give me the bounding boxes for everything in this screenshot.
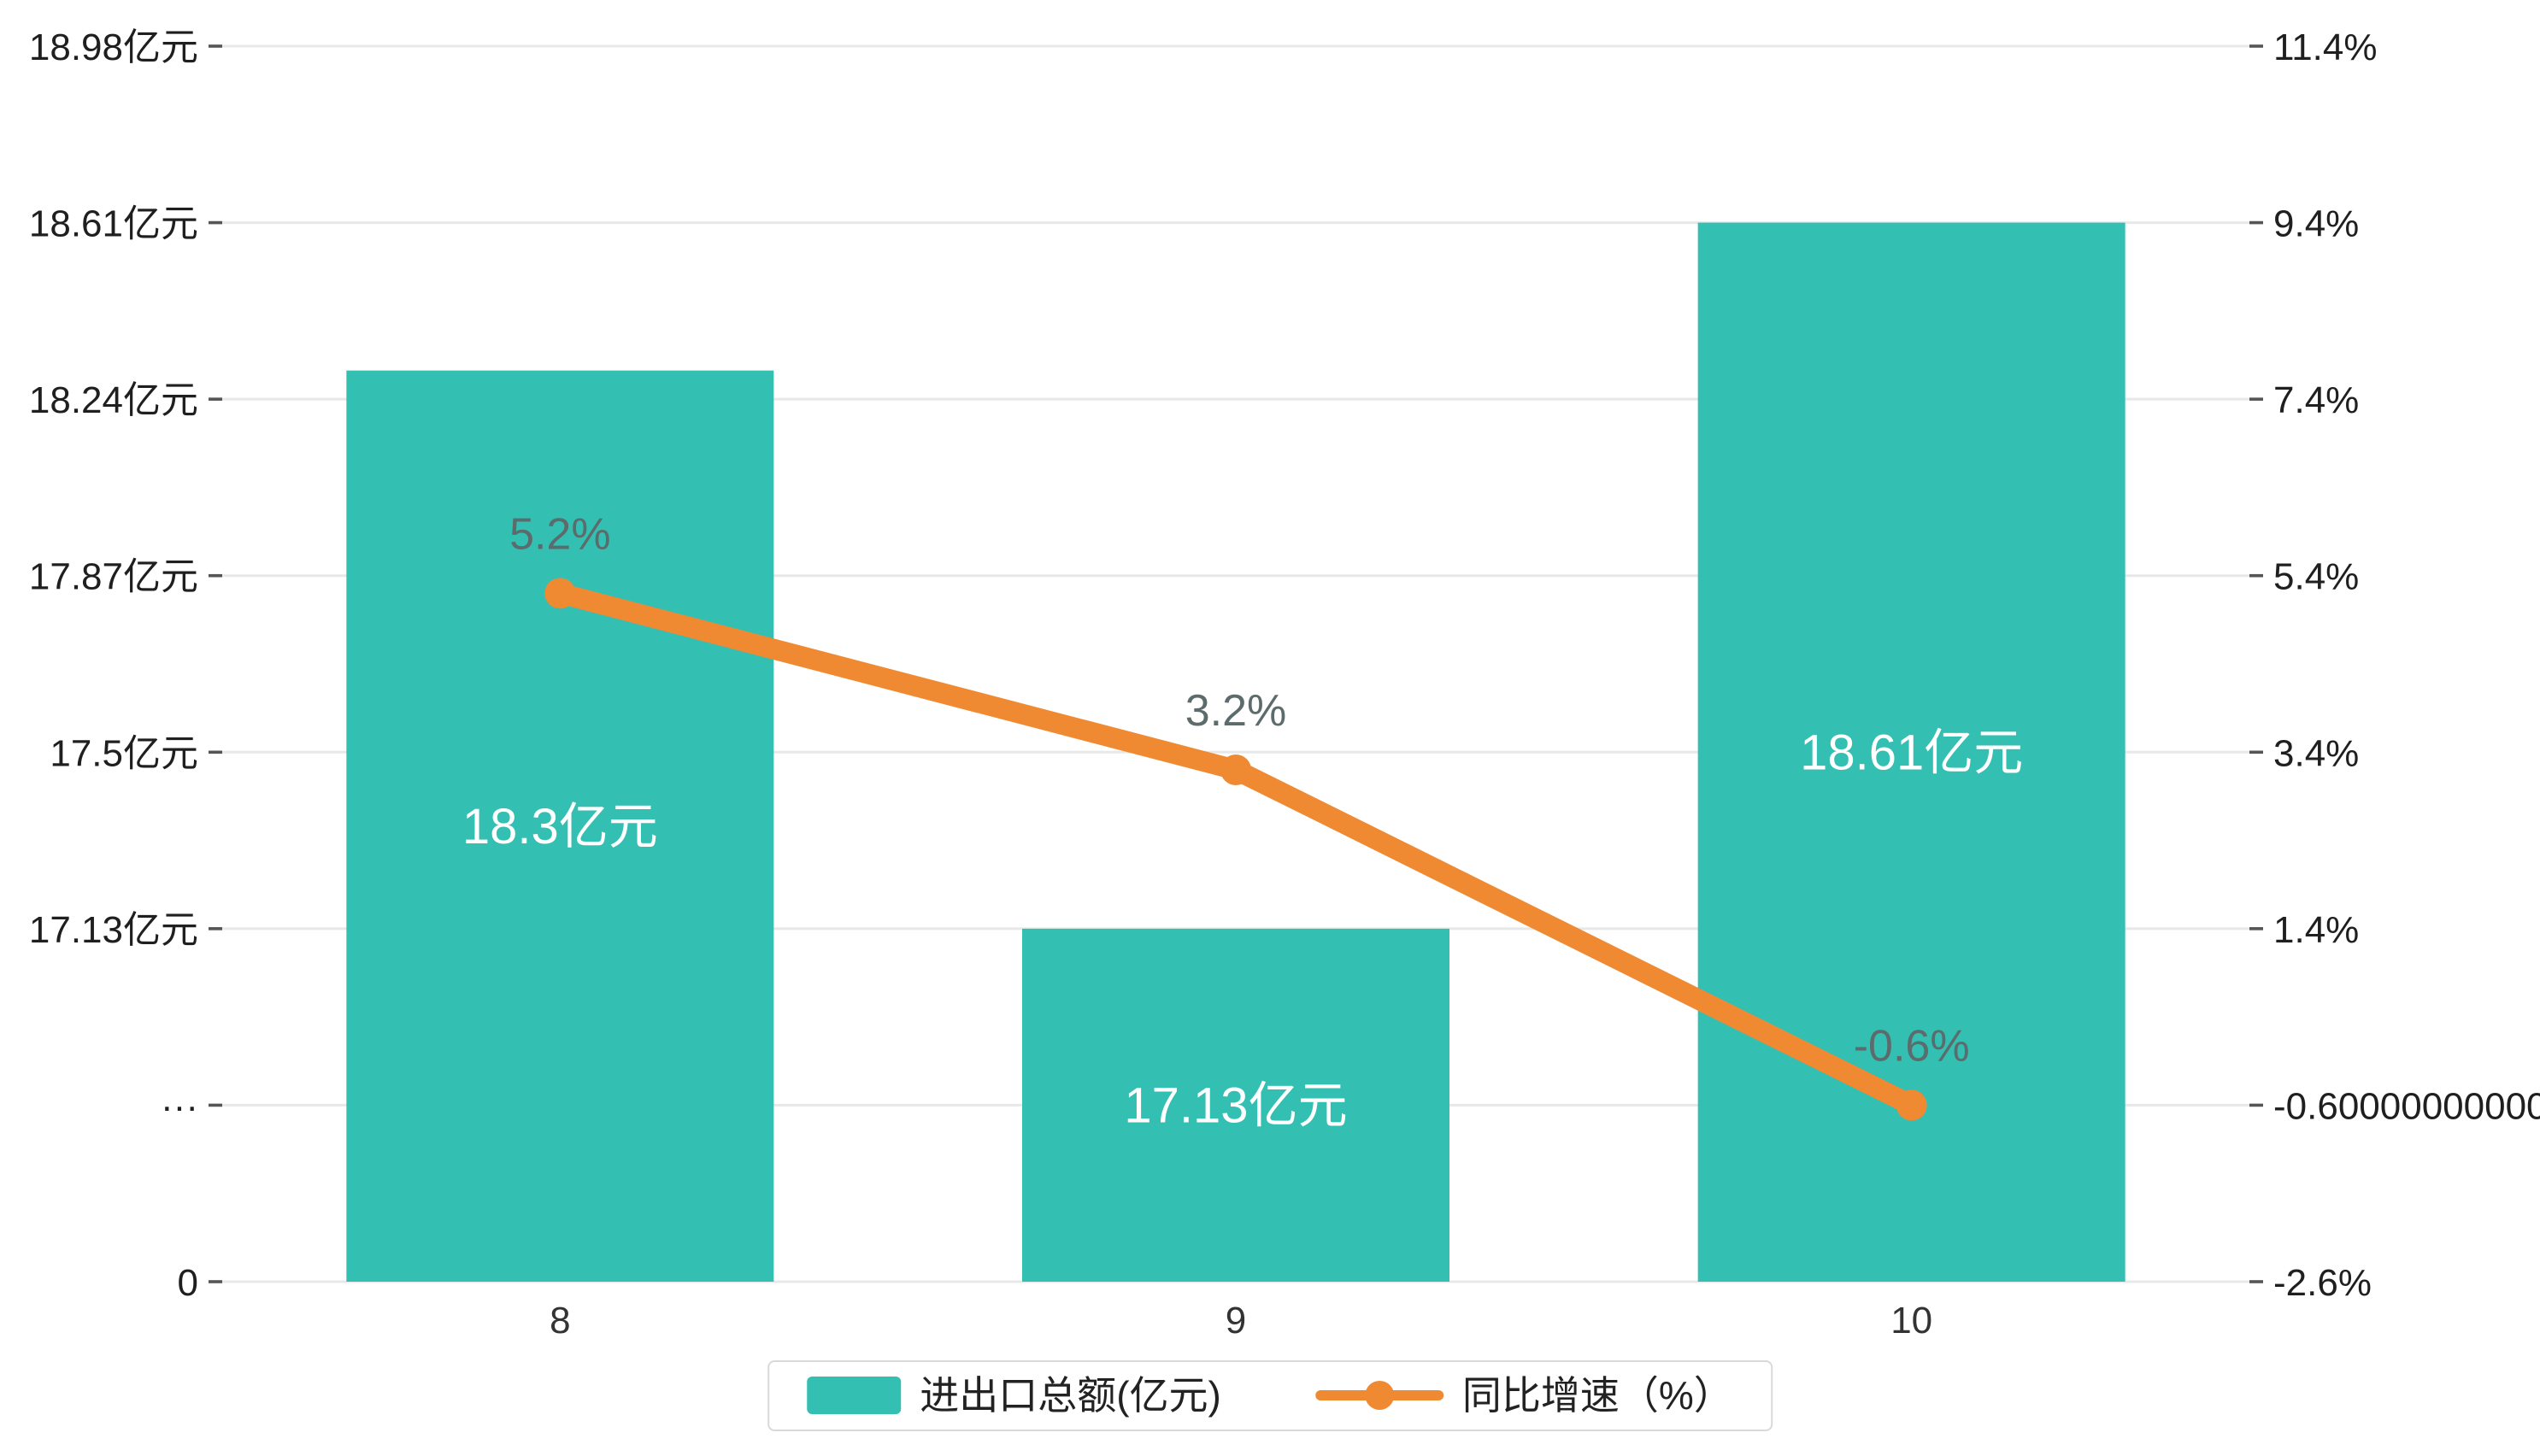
left-axis-label: ···: [161, 1085, 198, 1127]
left-axis-label: 18.61亿元: [29, 203, 198, 245]
right-axis-label: 9.4%: [2273, 203, 2359, 245]
right-axis-label: -2.6%: [2273, 1262, 2372, 1304]
bar-legend-swatch: [807, 1377, 902, 1415]
right-axis-label: 5.4%: [2273, 556, 2359, 598]
legend-item-line-series[interactable]: 同比增速（%）: [1314, 1373, 1733, 1418]
left-axis-label: 17.5亿元: [50, 732, 198, 774]
line-series-layer: [544, 578, 1927, 1121]
line-point-9[interactable]: [1220, 754, 1251, 785]
bar-value-label: 17.13亿元: [1124, 1077, 1347, 1133]
bar-series-layer: [346, 222, 2125, 1283]
right-axis-label: 1.4%: [2273, 909, 2359, 951]
x-axis-label: 9: [1226, 1300, 1246, 1342]
data-label-layer: 18.3亿元 17.13亿元 18.61亿元 5.2% 3.2% -0.6%: [462, 509, 2023, 1133]
line-legend-swatch: [1314, 1381, 1443, 1411]
legend: 进出口总额(亿元) 同比增速（%）: [767, 1360, 1773, 1431]
left-axis-label: 17.13亿元: [29, 909, 198, 951]
line-point-10[interactable]: [1896, 1089, 1927, 1121]
line-value-label: 3.2%: [1185, 686, 1287, 736]
bar-value-label: 18.61亿元: [1800, 725, 2023, 780]
legend-item-bar-series[interactable]: 进出口总额(亿元): [807, 1374, 1221, 1418]
bar-value-label: 18.3亿元: [462, 799, 658, 854]
x-axis-label: 8: [550, 1300, 570, 1342]
x-axis-label: 10: [1890, 1300, 1932, 1342]
line-point-8[interactable]: [544, 578, 576, 609]
left-axis-label: 17.87亿元: [29, 556, 198, 598]
right-axis-label: 3.4%: [2273, 732, 2359, 774]
right-axis-label: 11.4%: [2273, 26, 2378, 68]
left-axis-label: 18.24亿元: [29, 379, 198, 421]
bar-8[interactable]: [346, 370, 774, 1282]
right-axis-label: 7.4%: [2273, 379, 2359, 421]
bar-legend-label: 进出口总额(亿元): [920, 1373, 1221, 1418]
line-legend-dot-icon: [1364, 1381, 1394, 1411]
line-value-label: -0.6%: [1854, 1021, 1970, 1071]
left-axis-label: 18.98亿元: [29, 26, 198, 68]
right-axis-label: -0.6000000000000001%: [2273, 1085, 2540, 1127]
line-legend-label: 同比增速（%）: [1461, 1373, 1733, 1418]
left-axis-label: 0: [178, 1262, 198, 1304]
line-value-label: 5.2%: [509, 509, 611, 559]
bar-9[interactable]: [1022, 928, 1449, 1282]
axis-layer: 18.98亿元 11.4% 18.61亿元 9.4% 18.24亿元 7.4% 17.87亿…: [29, 26, 2540, 1342]
